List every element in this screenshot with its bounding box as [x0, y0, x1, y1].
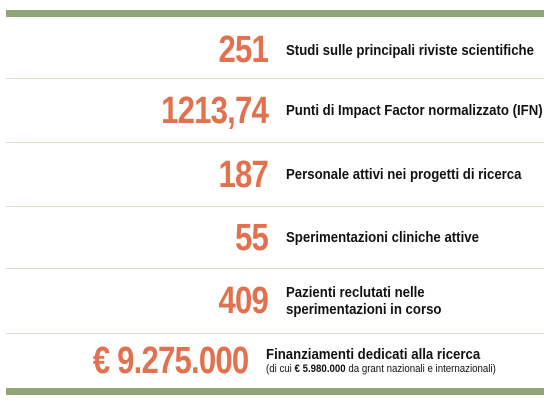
stat-label-block: Finanziamenti dedicati alla ricerca (di …	[266, 346, 510, 376]
bottom-rule-bar	[6, 388, 544, 395]
stat-row-funding: € 9.275.000 Finanziamenti dedicati alla …	[6, 334, 544, 388]
funding-note-amount: € 5.980.000	[294, 363, 347, 375]
stat-value: € 9.275.000	[92, 340, 249, 382]
stat-value: 55	[234, 216, 269, 259]
stat-row-studies: 251 Studi sulle principali riviste scien…	[6, 22, 544, 79]
stat-label: Finanziamenti dedicati alla ricerca	[266, 346, 481, 363]
stat-row-staff: 187 Personale attivi nei progetti di ric…	[6, 143, 544, 207]
stat-value: 187	[218, 153, 268, 196]
stat-value: 251	[218, 29, 268, 71]
stat-label: Pazienti reclutati nelle sperimentazioni…	[286, 284, 442, 318]
funding-note-prefix: (di cui	[266, 363, 295, 375]
stat-row-impact-factor: 1213,74 Punti di Impact Factor normalizz…	[6, 79, 544, 143]
top-rule-bar	[6, 10, 544, 17]
stat-label: Personale attivi nei progetti di ricerca	[286, 166, 522, 183]
stat-label: Sperimentazioni cliniche attive	[286, 229, 479, 246]
stat-value: 409	[218, 280, 268, 322]
stat-label: Punti di Impact Factor normalizzato (IFN…	[286, 102, 543, 119]
stat-value: 1213,74	[161, 89, 269, 132]
funding-note-suffix: da grant nazionali e internazionali)	[346, 363, 497, 375]
stat-row-patients: 409 Pazienti reclutati nelle sperimentaz…	[6, 269, 544, 334]
funding-note: (di cui € 5.980.000 da grant nazionali e…	[266, 363, 510, 376]
stat-label: Studi sulle principali riviste scientifi…	[286, 41, 534, 59]
stat-row-clinical-trials: 55 Sperimentazioni cliniche attive	[6, 207, 544, 269]
